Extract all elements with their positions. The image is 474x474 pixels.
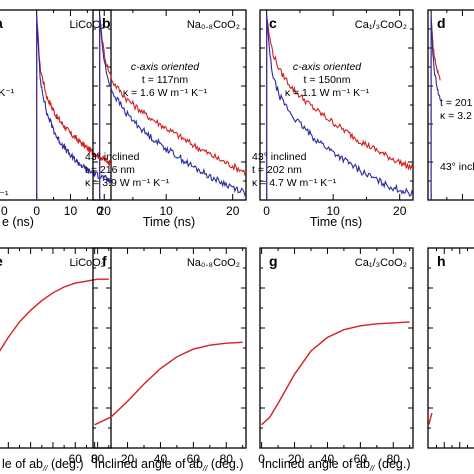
series-blue-line [430, 15, 442, 200]
panel-letter: d [437, 15, 446, 31]
x-axis-title-subscript: // [202, 464, 208, 473]
x-axis-title-text: Inclined angle of ab [94, 457, 202, 471]
annotation-line: κ = 3.2 [440, 110, 472, 122]
x-tick-label: 0 [258, 452, 265, 466]
x-axis-title: Time (ns) [310, 215, 362, 229]
x-tick-label: 60 [354, 452, 368, 466]
x-tick-label: 20 [288, 452, 302, 466]
x-tick-label: 20 [121, 452, 135, 466]
panel-letter: c [269, 15, 277, 31]
series-red-line [0, 278, 109, 352]
series-red-line [266, 15, 413, 200]
x-tick-label: 0 [96, 204, 103, 218]
material-label: Na₀.₈CoO₂ [187, 19, 240, 31]
series-blue-line [99, 15, 246, 200]
panel-letter: f [102, 253, 107, 269]
panel-f: 0 20 40 60 80 f Na₀.₈CoO₂ [91, 247, 247, 466]
material-label: LiCoO₂ [70, 19, 105, 31]
x-tick-label: 0 [91, 452, 98, 466]
x-axis-title-unit: (deg.) [47, 457, 83, 471]
material-label: Ca₁/₃CoO₂ [355, 19, 407, 31]
x-tick-label: 10 [64, 204, 78, 218]
x-tick-label: 60 [69, 452, 83, 466]
panel-e: 60 80 e LiCoO₂ [0, 247, 112, 466]
x-axis-title-unit: (deg.) [207, 457, 243, 471]
x-tick-label: 80 [91, 452, 105, 466]
x-tick-label: 0 [33, 204, 40, 218]
x-tick-label: 60 [187, 452, 201, 466]
annotation-line: t = 216 nm [85, 164, 135, 176]
x-tick-label: 0 [263, 204, 270, 218]
x-axis-title-subscript: // [369, 464, 375, 473]
annotation-line: 43° inclined [252, 151, 307, 163]
annotation-line: 43° inclined [85, 151, 140, 163]
panel-g: 0 20 40 60 80 g Ca₁/₃CoO₂ [258, 247, 414, 466]
x-axis-title-bottom: le of ab// (deg.) [2, 457, 84, 473]
x-tick-label: 20 [393, 204, 407, 218]
annotation-line: κ = 3.5 W m⁻¹ K⁻¹ [0, 87, 15, 99]
x-tick-label: 20 [98, 204, 112, 218]
x-axis-title-text: le of ab [2, 457, 43, 471]
annotation-line: t = 117nm [142, 74, 188, 86]
x-tick-label: 0 [1, 204, 8, 218]
series-red-line [99, 15, 246, 200]
x-tick-label: 80 [387, 452, 401, 466]
x-tick-label: 40 [321, 452, 335, 466]
x-axis-title: Time (ns) [143, 215, 195, 229]
panel-d: d t = 201 nκ = 3.2 43° inclined [427, 9, 474, 201]
series-red-line [428, 412, 433, 425]
annotation-line: t = 201 n [440, 97, 474, 109]
x-tick-label: 10 [159, 204, 173, 218]
annotation-line: c-axis oriented [131, 61, 200, 73]
x-axis-title-subscript: // [42, 464, 48, 473]
x-axis-title-unit: (deg.) [374, 457, 410, 471]
panel-frame [259, 247, 414, 449]
x-tick-label: 80 [220, 452, 234, 466]
series-blue-line [36, 15, 111, 200]
x-axis-title-text: Inclined angle of ab [261, 457, 369, 471]
annotation-line: κ = 1.1 W m⁻¹ K⁻¹ [285, 87, 370, 99]
annotation-line: t = 202 nm [252, 164, 302, 176]
panel-letter: a [0, 15, 3, 31]
series-red-line [36, 15, 111, 200]
x-axis-title-partial: e (ns) [2, 215, 34, 229]
annotation-line: κ = 4.7 W m⁻¹ K⁻¹ [252, 177, 337, 189]
panel-letter: e [0, 253, 3, 269]
annotation-line: κ = ... W m⁻¹ K⁻¹ [0, 189, 9, 201]
material-label: LiCoO₂ [70, 257, 105, 269]
x-tick-label: 40 [154, 452, 168, 466]
x-tick-label: 10 [326, 204, 340, 218]
x-axis-title-bottom: Inclined angle of ab// (deg.) [94, 457, 243, 473]
series-red-line [94, 341, 243, 426]
annotation-line: 43° inclined [440, 161, 474, 173]
annotation-line: κ = 3.9 W m⁻¹ K⁻¹ [85, 177, 170, 189]
panel-letter: h [437, 253, 446, 269]
annotation-line: c-axis oriented [293, 61, 362, 73]
panel-letter: g [269, 253, 278, 269]
annotation-line: κ = 1.6 W m⁻¹ K⁻¹ [123, 87, 208, 99]
series-red-line [261, 321, 410, 426]
x-axis-title-bottom: Inclined angle of ab// (deg.) [261, 457, 410, 473]
material-label: Ca₁/₃CoO₂ [355, 257, 407, 269]
panel-letter: b [102, 15, 111, 31]
panel-frame [427, 247, 474, 449]
material-label: Na₀.₈CoO₂ [187, 257, 240, 269]
annotation-line: t = 150nm [304, 74, 351, 86]
panel-frame [92, 247, 247, 449]
x-tick-label: 20 [226, 204, 240, 218]
series-blue-line [266, 15, 413, 200]
panel-h: h [427, 247, 474, 449]
